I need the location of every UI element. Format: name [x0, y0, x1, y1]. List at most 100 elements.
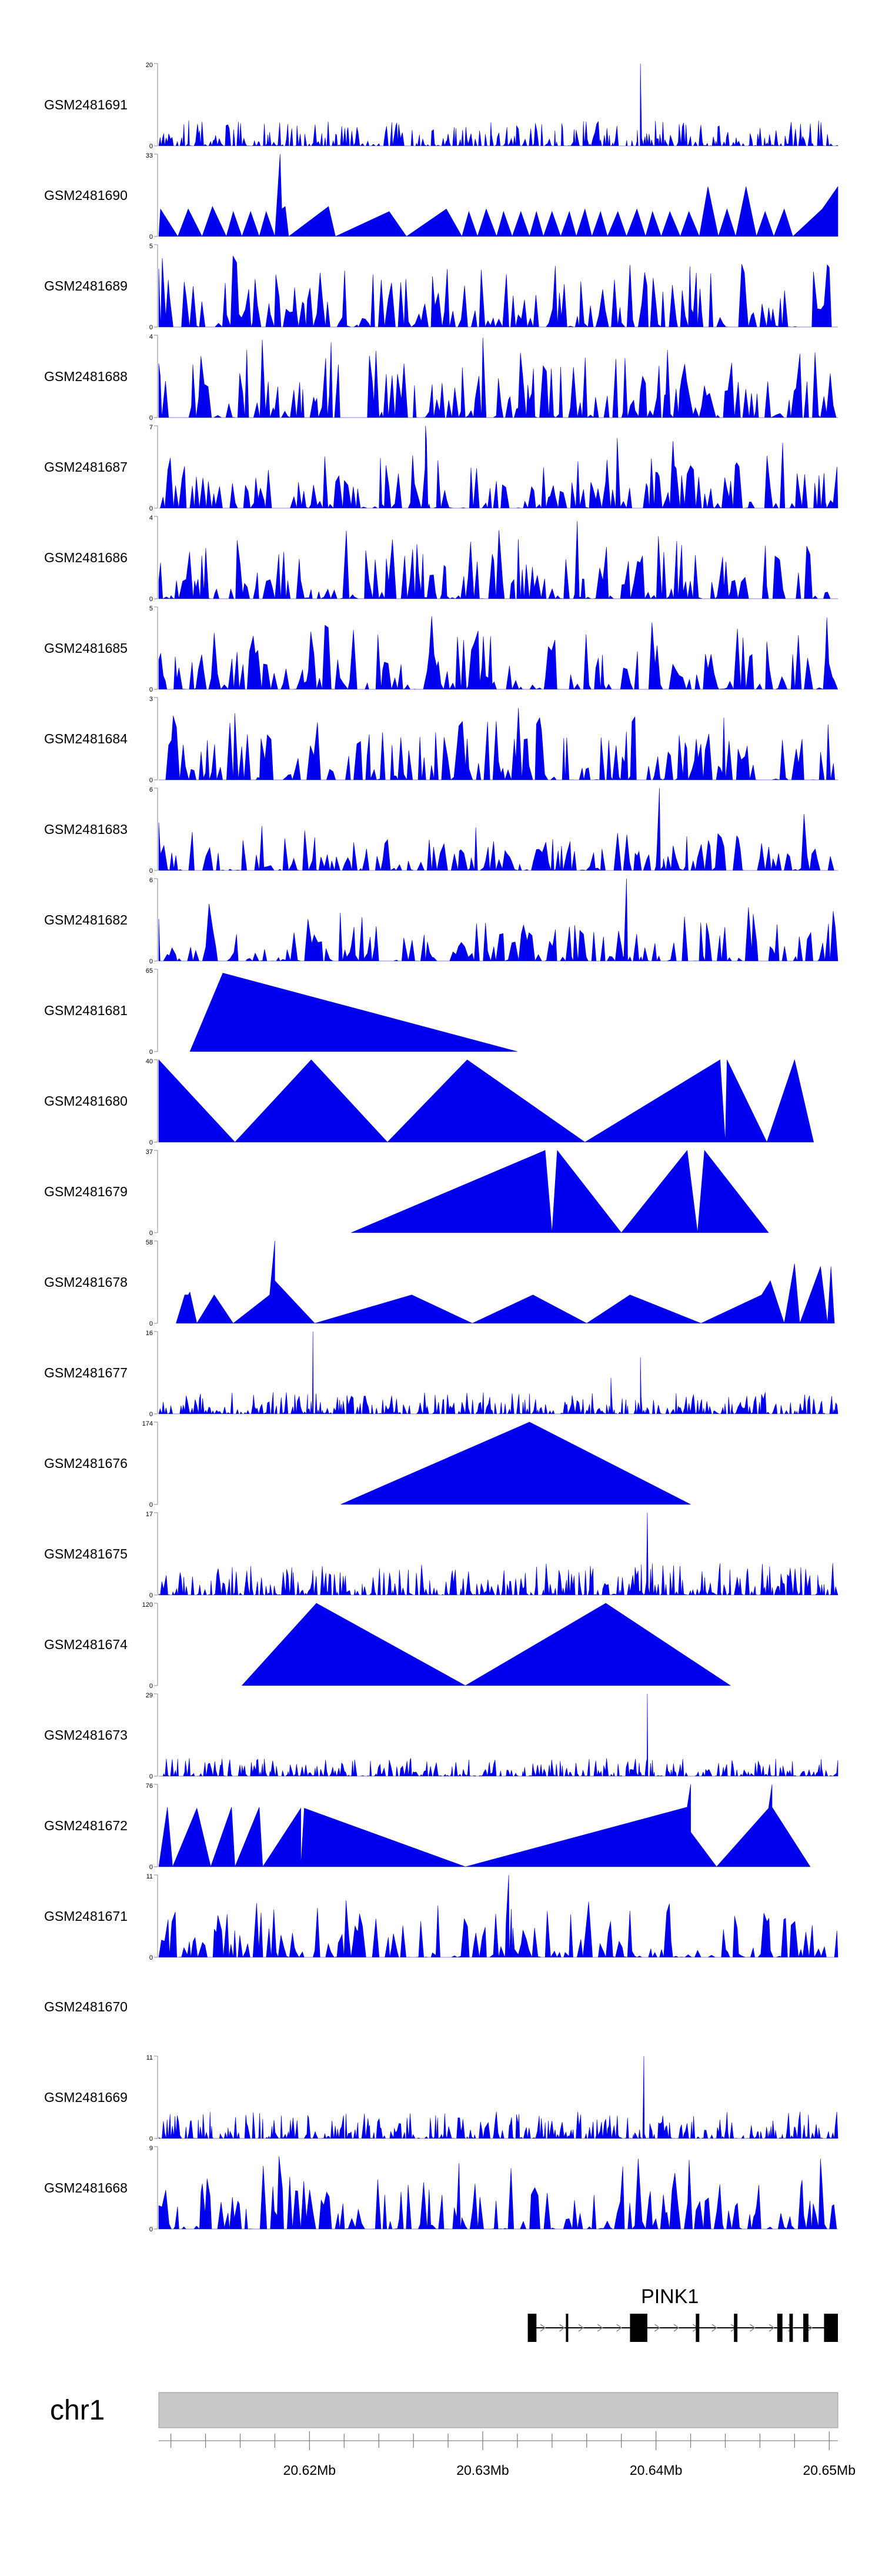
chromosome-bar — [158, 2392, 838, 2428]
track-label-GSM2481675: GSM2481675 — [44, 1546, 128, 1561]
gene-strand-arrow — [654, 2324, 660, 2332]
y-min-label-GSM2481680: 0 — [149, 1139, 153, 1146]
gene-exon-2 — [566, 2314, 569, 2342]
y-min-label-GSM2481681: 0 — [149, 1049, 153, 1056]
gene-strand-arrow — [750, 2324, 756, 2332]
y-max-label-GSM2481679: 37 — [146, 1149, 153, 1156]
track-label-GSM2481671: GSM2481671 — [44, 1908, 128, 1924]
gene-exon-7 — [789, 2314, 793, 2342]
gene-strand-arrow — [673, 2324, 680, 2332]
y-max-label-GSM2481680: 40 — [146, 1058, 153, 1065]
y-max-label-GSM2481689: 5 — [149, 243, 153, 250]
y-min-label-GSM2481685: 0 — [149, 686, 153, 693]
gene-exon-1 — [527, 2314, 537, 2342]
y-min-label-GSM2481675: 0 — [149, 1592, 153, 1599]
gene-exon-4 — [696, 2314, 700, 2342]
gene-name-label: PINK1 — [641, 2285, 699, 2308]
track-label-GSM2481670: GSM2481670 — [44, 1999, 128, 2014]
track-label-GSM2481682: GSM2481682 — [44, 912, 128, 927]
y-max-label-GSM2481668: 9 — [149, 2145, 153, 2152]
y-min-label-GSM2481690: 0 — [149, 233, 153, 241]
gene-strand-arrow — [540, 2324, 546, 2332]
y-min-label-GSM2481686: 0 — [149, 596, 153, 603]
coverage-area-GSM2481680 — [158, 1059, 814, 1143]
y-min-label-GSM2481671: 0 — [149, 1954, 153, 1961]
y-min-label-GSM2481674: 0 — [149, 1683, 153, 1690]
gene-strand-arrow — [616, 2324, 622, 2332]
y-max-label-GSM2481691: 20 — [146, 62, 153, 69]
y-max-label-GSM2481685: 5 — [149, 605, 153, 612]
x-tick-label-20.64Mb: 20.64Mb — [630, 2462, 683, 2478]
track-label-GSM2481680: GSM2481680 — [44, 1093, 128, 1109]
gene-strand-arrow — [597, 2324, 603, 2332]
track-label-GSM2481669: GSM2481669 — [44, 2090, 128, 2105]
track-label-GSM2481686: GSM2481686 — [44, 550, 128, 565]
track-label-GSM2481691: GSM2481691 — [44, 97, 128, 112]
track-label-GSM2481677: GSM2481677 — [44, 1365, 128, 1380]
y-min-label-GSM2481678: 0 — [149, 1320, 153, 1327]
gene-strand-arrow — [711, 2324, 718, 2332]
y-min-label-GSM2481684: 0 — [149, 777, 153, 784]
y-max-label-GSM2481669: 11 — [146, 2054, 153, 2061]
coverage-area-GSM2481679 — [350, 1150, 769, 1233]
y-min-label-GSM2481668: 0 — [149, 2226, 153, 2233]
coverage-area-GSM2481673 — [159, 1693, 838, 1777]
gene-strand-arrow — [807, 2324, 813, 2332]
gene-strand-arrow — [769, 2324, 775, 2332]
track-label-GSM2481688: GSM2481688 — [44, 369, 128, 384]
track-label-GSM2481687: GSM2481687 — [44, 459, 128, 475]
y-max-label-GSM2481688: 4 — [149, 333, 153, 341]
coverage-area-GSM2481684 — [159, 708, 838, 781]
y-min-label-GSM2481677: 0 — [149, 1411, 153, 1418]
coverage-area-GSM2481682 — [158, 878, 838, 962]
y-max-label-GSM2481684: 3 — [149, 696, 153, 703]
track-label-GSM2481690: GSM2481690 — [44, 188, 128, 203]
coverage-area-GSM2481689 — [158, 255, 838, 328]
y-min-label-GSM2481687: 0 — [149, 505, 153, 512]
y-max-label-GSM2481690: 33 — [146, 152, 153, 159]
track-label-GSM2481683: GSM2481683 — [44, 822, 128, 837]
gene-exon-6 — [777, 2314, 783, 2342]
track-label-GSM2481674: GSM2481674 — [44, 1637, 128, 1652]
y-max-label-GSM2481682: 6 — [149, 877, 153, 884]
coverage-area-GSM2481674 — [241, 1603, 731, 1686]
coverage-area-GSM2481683 — [158, 788, 838, 871]
y-min-label-GSM2481676: 0 — [149, 1501, 153, 1509]
track-label-GSM2481684: GSM2481684 — [44, 731, 128, 746]
track-label-GSM2481676: GSM2481676 — [44, 1456, 128, 1471]
x-tick-label-20.63Mb: 20.63Mb — [456, 2462, 509, 2478]
coverage-area-GSM2481678 — [176, 1240, 835, 1324]
y-min-label-GSM2481689: 0 — [149, 324, 153, 331]
track-label-GSM2481689: GSM2481689 — [44, 278, 128, 293]
track-label-GSM2481679: GSM2481679 — [44, 1184, 128, 1199]
track-label-GSM2481673: GSM2481673 — [44, 1727, 128, 1743]
coverage-area-GSM2481669 — [158, 2056, 838, 2140]
gene-exon-9 — [824, 2314, 838, 2342]
y-max-label-GSM2481673: 29 — [146, 1692, 153, 1699]
y-max-label-GSM2481683: 6 — [149, 786, 153, 793]
coverage-area-GSM2481672 — [158, 1784, 811, 1868]
y-max-label-GSM2481677: 16 — [146, 1330, 153, 1337]
y-max-label-GSM2481671: 11 — [146, 1873, 153, 1880]
y-min-label-GSM2481679: 0 — [149, 1230, 153, 1237]
y-min-label-GSM2481683: 0 — [149, 867, 153, 875]
y-min-label-GSM2481673: 0 — [149, 1773, 153, 1780]
coverage-area-GSM2481686 — [158, 521, 838, 600]
coverage-area-GSM2481688 — [158, 338, 838, 419]
coverage-area-GSM2481685 — [158, 616, 838, 690]
track-label-GSM2481681: GSM2481681 — [44, 1003, 128, 1018]
gene-exon-3 — [630, 2314, 647, 2342]
track-label-GSM2481685: GSM2481685 — [44, 640, 128, 656]
coverage-area-GSM2481675 — [158, 1512, 838, 1596]
y-min-label-GSM2481672: 0 — [149, 1864, 153, 1871]
y-max-label-GSM2481676: 174 — [142, 1420, 153, 1427]
coverage-area-GSM2481687 — [159, 425, 838, 509]
coverage-area-GSM2481671 — [158, 1874, 838, 1958]
coverage-area-GSM2481681 — [189, 973, 517, 1052]
track-label-GSM2481678: GSM2481678 — [44, 1274, 128, 1290]
chromosome-label: chr1 — [50, 2395, 105, 2426]
coverage-area-GSM2481690 — [158, 154, 838, 238]
y-max-label-GSM2481672: 76 — [146, 1783, 153, 1790]
y-min-label-GSM2481682: 0 — [149, 958, 153, 965]
